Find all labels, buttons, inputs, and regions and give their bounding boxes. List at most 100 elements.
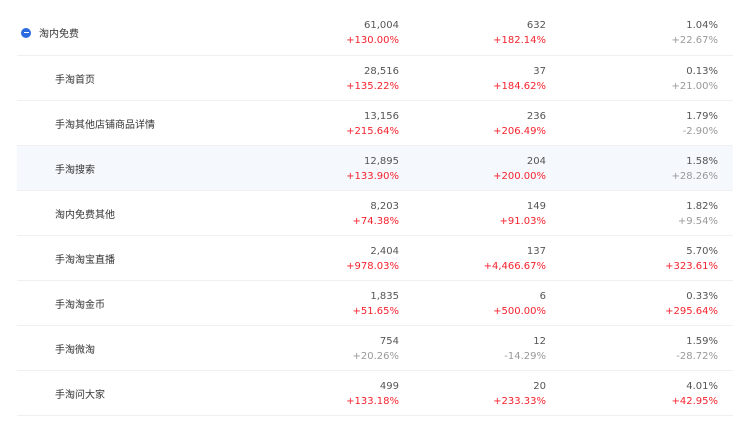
- row-name: 手淘搜索: [55, 164, 95, 176]
- metric-value: 12,895: [364, 156, 399, 167]
- table-row[interactable]: 手淘其他店铺商品详情 13,156 +215.64% 236 +206.49% 1.79%…: [17, 101, 733, 146]
- table-row[interactable]: 手淘搜索 12,895 +133.90% 204 +200.00% 1.58% +28.26…: [17, 146, 733, 191]
- metric-value: 149: [526, 201, 546, 212]
- metric-change: +91.03%: [499, 216, 546, 227]
- metric-cell: 0.13% +21.00%: [671, 64, 718, 94]
- metric-value: 632: [526, 20, 546, 31]
- row-name: 手淘淘宝直播: [55, 254, 115, 266]
- metric-change: -28.72%: [676, 351, 718, 362]
- table-row[interactable]: 淘内免费 61,004 +130.00% 632 +182.14% 1.04% +22.67…: [17, 10, 733, 56]
- metric-cell: 2,404 +978.03%: [346, 244, 399, 274]
- row-name: 手淘微淘: [55, 344, 95, 356]
- metric-cell: 149 +91.03%: [499, 199, 546, 229]
- metric-cell: 8,203 +74.38%: [352, 199, 399, 229]
- metric-change: +215.64%: [346, 126, 399, 137]
- metric-change: +135.22%: [346, 81, 399, 92]
- metric-cell: 499 +133.18%: [346, 379, 399, 409]
- metric-change: +4,466.67%: [483, 261, 546, 272]
- table-row[interactable]: 手淘淘金币 1,835 +51.65% 6 +500.00% 0.33% +295.64%: [17, 281, 733, 326]
- metric-change: +184.62%: [493, 81, 546, 92]
- metric-cell: 1.79% -2.90%: [683, 109, 718, 139]
- metric-cell: 137 +4,466.67%: [484, 244, 546, 274]
- metric-change: +133.18%: [346, 396, 399, 407]
- metric-cell: 1.59% -28.72%: [676, 334, 718, 364]
- metric-value: 4.01%: [686, 381, 718, 392]
- collapse-minus-icon[interactable]: [21, 27, 31, 38]
- metric-change: +21.00%: [671, 81, 718, 92]
- metric-change: +233.33%: [493, 396, 546, 407]
- metric-cell: 6 +500.00%: [493, 289, 546, 319]
- metric-cell: 1,835 +51.65%: [352, 289, 399, 319]
- table-row[interactable]: 手淘首页 28,516 +135.22% 37 +184.62% 0.13% +21.00%: [17, 56, 733, 101]
- metric-value: 137: [526, 246, 546, 257]
- metric-cell: 13,156 +215.64%: [346, 109, 399, 139]
- metric-cell: 12 -14.29%: [504, 334, 546, 364]
- metric-change: +51.65%: [352, 306, 399, 317]
- metric-value: 13,156: [364, 111, 399, 122]
- metric-change: +500.00%: [493, 306, 546, 317]
- metric-value: 2,404: [370, 246, 399, 257]
- row-name: 手淘其他店铺商品详情: [55, 119, 155, 131]
- metric-cell: 204 +200.00%: [493, 154, 546, 184]
- metric-cell: 4.01% +42.95%: [671, 379, 718, 409]
- metric-cell: 1.58% +28.26%: [671, 154, 718, 184]
- metric-value: 0.33%: [686, 291, 718, 302]
- metric-change: +200.00%: [493, 171, 546, 182]
- metric-value: 1.04%: [686, 20, 718, 31]
- metric-value: 20: [533, 381, 546, 392]
- metric-change: +28.26%: [671, 171, 718, 182]
- metric-change: +9.54%: [677, 216, 718, 227]
- metric-change: +295.64%: [665, 306, 718, 317]
- row-name: 手淘淘金币: [55, 299, 105, 311]
- metric-value: 1,835: [370, 291, 399, 302]
- metric-change: +20.26%: [352, 351, 399, 362]
- table-row[interactable]: 手淘问大家 499 +133.18% 20 +233.33% 4.01% +42.95%: [17, 371, 733, 416]
- row-name: 手淘问大家: [55, 389, 105, 401]
- metric-value: 6: [539, 291, 546, 302]
- metric-change: -14.29%: [504, 351, 546, 362]
- metric-change: -2.90%: [682, 126, 718, 137]
- metric-cell: 28,516 +135.22%: [346, 64, 399, 94]
- metric-value: 5.70%: [686, 246, 718, 257]
- metric-value: 8,203: [370, 201, 399, 212]
- metric-change: +42.95%: [671, 396, 718, 407]
- row-name: 手淘首页: [55, 74, 95, 86]
- metric-cell: 37 +184.62%: [493, 64, 546, 94]
- metric-value: 754: [379, 336, 399, 347]
- table-row[interactable]: 手淘微淘 754 +20.26% 12 -14.29% 1.59% -28.72%: [17, 326, 733, 371]
- metric-value: 236: [526, 111, 546, 122]
- metric-value: 1.82%: [686, 201, 718, 212]
- metric-value: 204: [526, 156, 546, 167]
- metric-cell: 61,004 +130.00%: [346, 18, 399, 48]
- metric-change: +206.49%: [493, 126, 546, 137]
- metric-value: 1.79%: [686, 111, 718, 122]
- metric-value: 1.58%: [686, 156, 718, 167]
- metric-cell: 20 +233.33%: [493, 379, 546, 409]
- metric-cell: 236 +206.49%: [493, 109, 546, 139]
- metric-cell: 1.82% +9.54%: [678, 199, 718, 229]
- metric-change: +130.00%: [346, 35, 399, 46]
- row-name: 淘内免费: [39, 29, 79, 40]
- metric-value: 1.59%: [686, 336, 718, 347]
- metric-change: +323.61%: [665, 261, 718, 272]
- metric-cell: 1.04% +22.67%: [671, 18, 718, 48]
- metric-value: 499: [379, 381, 399, 392]
- metric-change: +133.90%: [346, 171, 399, 182]
- metric-cell: 12,895 +133.90%: [346, 154, 399, 184]
- metric-value: 12: [533, 336, 546, 347]
- metric-value: 28,516: [364, 66, 399, 77]
- metric-change: +74.38%: [352, 216, 399, 227]
- metric-cell: 754 +20.26%: [352, 334, 399, 364]
- metric-cell: 0.33% +295.64%: [665, 289, 718, 319]
- table-row[interactable]: 手淘淘宝直播 2,404 +978.03% 137 +4,466.67% 5.70% +32…: [17, 236, 733, 281]
- metric-value: 0.13%: [686, 66, 718, 77]
- metric-value: 37: [533, 66, 546, 77]
- metric-change: +22.67%: [671, 35, 718, 46]
- metric-cell: 5.70% +323.61%: [665, 244, 718, 274]
- metric-cell: 632 +182.14%: [493, 18, 546, 48]
- traffic-source-table: 淘内免费 61,004 +130.00% 632 +182.14% 1.04% +22.67…: [17, 10, 733, 416]
- row-name: 淘内免费其他: [55, 209, 115, 221]
- metric-value: 61,004: [364, 20, 399, 31]
- metric-change: +978.03%: [346, 261, 399, 272]
- table-row[interactable]: 淘内免费其他 8,203 +74.38% 149 +91.03% 1.82% +9.54%: [17, 191, 733, 236]
